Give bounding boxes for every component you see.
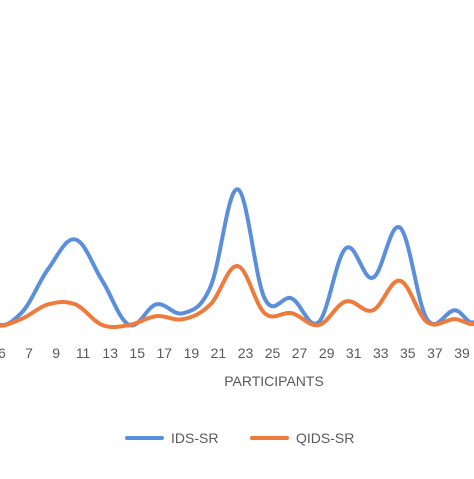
x-tick-label: 33 (373, 345, 389, 361)
series-line-qids-sr (0, 264, 474, 330)
legend-item-ids-sr: IDS-SR (125, 430, 218, 446)
x-tick-label: 25 (265, 345, 281, 361)
legend-label: QIDS-SR (296, 430, 354, 446)
x-tick-label: 23 (238, 345, 254, 361)
x-tick-label: 29 (319, 345, 335, 361)
legend: IDS-SR QIDS-SR (125, 430, 354, 446)
x-axis-title: PARTICIPANTS (224, 373, 324, 389)
x-tick-label: 21 (211, 345, 227, 361)
x-tick-label: 39 (454, 345, 470, 361)
series-line-ids-sr (0, 187, 474, 328)
legend-item-qids-sr: QIDS-SR (250, 430, 354, 446)
x-tick-label: 11 (76, 345, 91, 361)
x-tick-label: 7 (25, 345, 33, 361)
x-tick-label: 27 (292, 345, 308, 361)
x-tick-label: 37 (427, 345, 443, 361)
x-tick-label: 9 (52, 345, 60, 361)
x-tick-label: 6 (0, 345, 6, 361)
legend-label: IDS-SR (171, 430, 218, 446)
x-tick-label: 15 (129, 345, 145, 361)
x-tick-label: 19 (184, 345, 200, 361)
series-layer (0, 187, 474, 330)
x-tick-label: 31 (346, 345, 362, 361)
x-tick-label: 17 (157, 345, 173, 361)
x-tick-label: 13 (102, 345, 118, 361)
x-tick-labels: 67911131517192123252729313335373941 (0, 345, 470, 361)
x-tick-label: 35 (400, 345, 416, 361)
